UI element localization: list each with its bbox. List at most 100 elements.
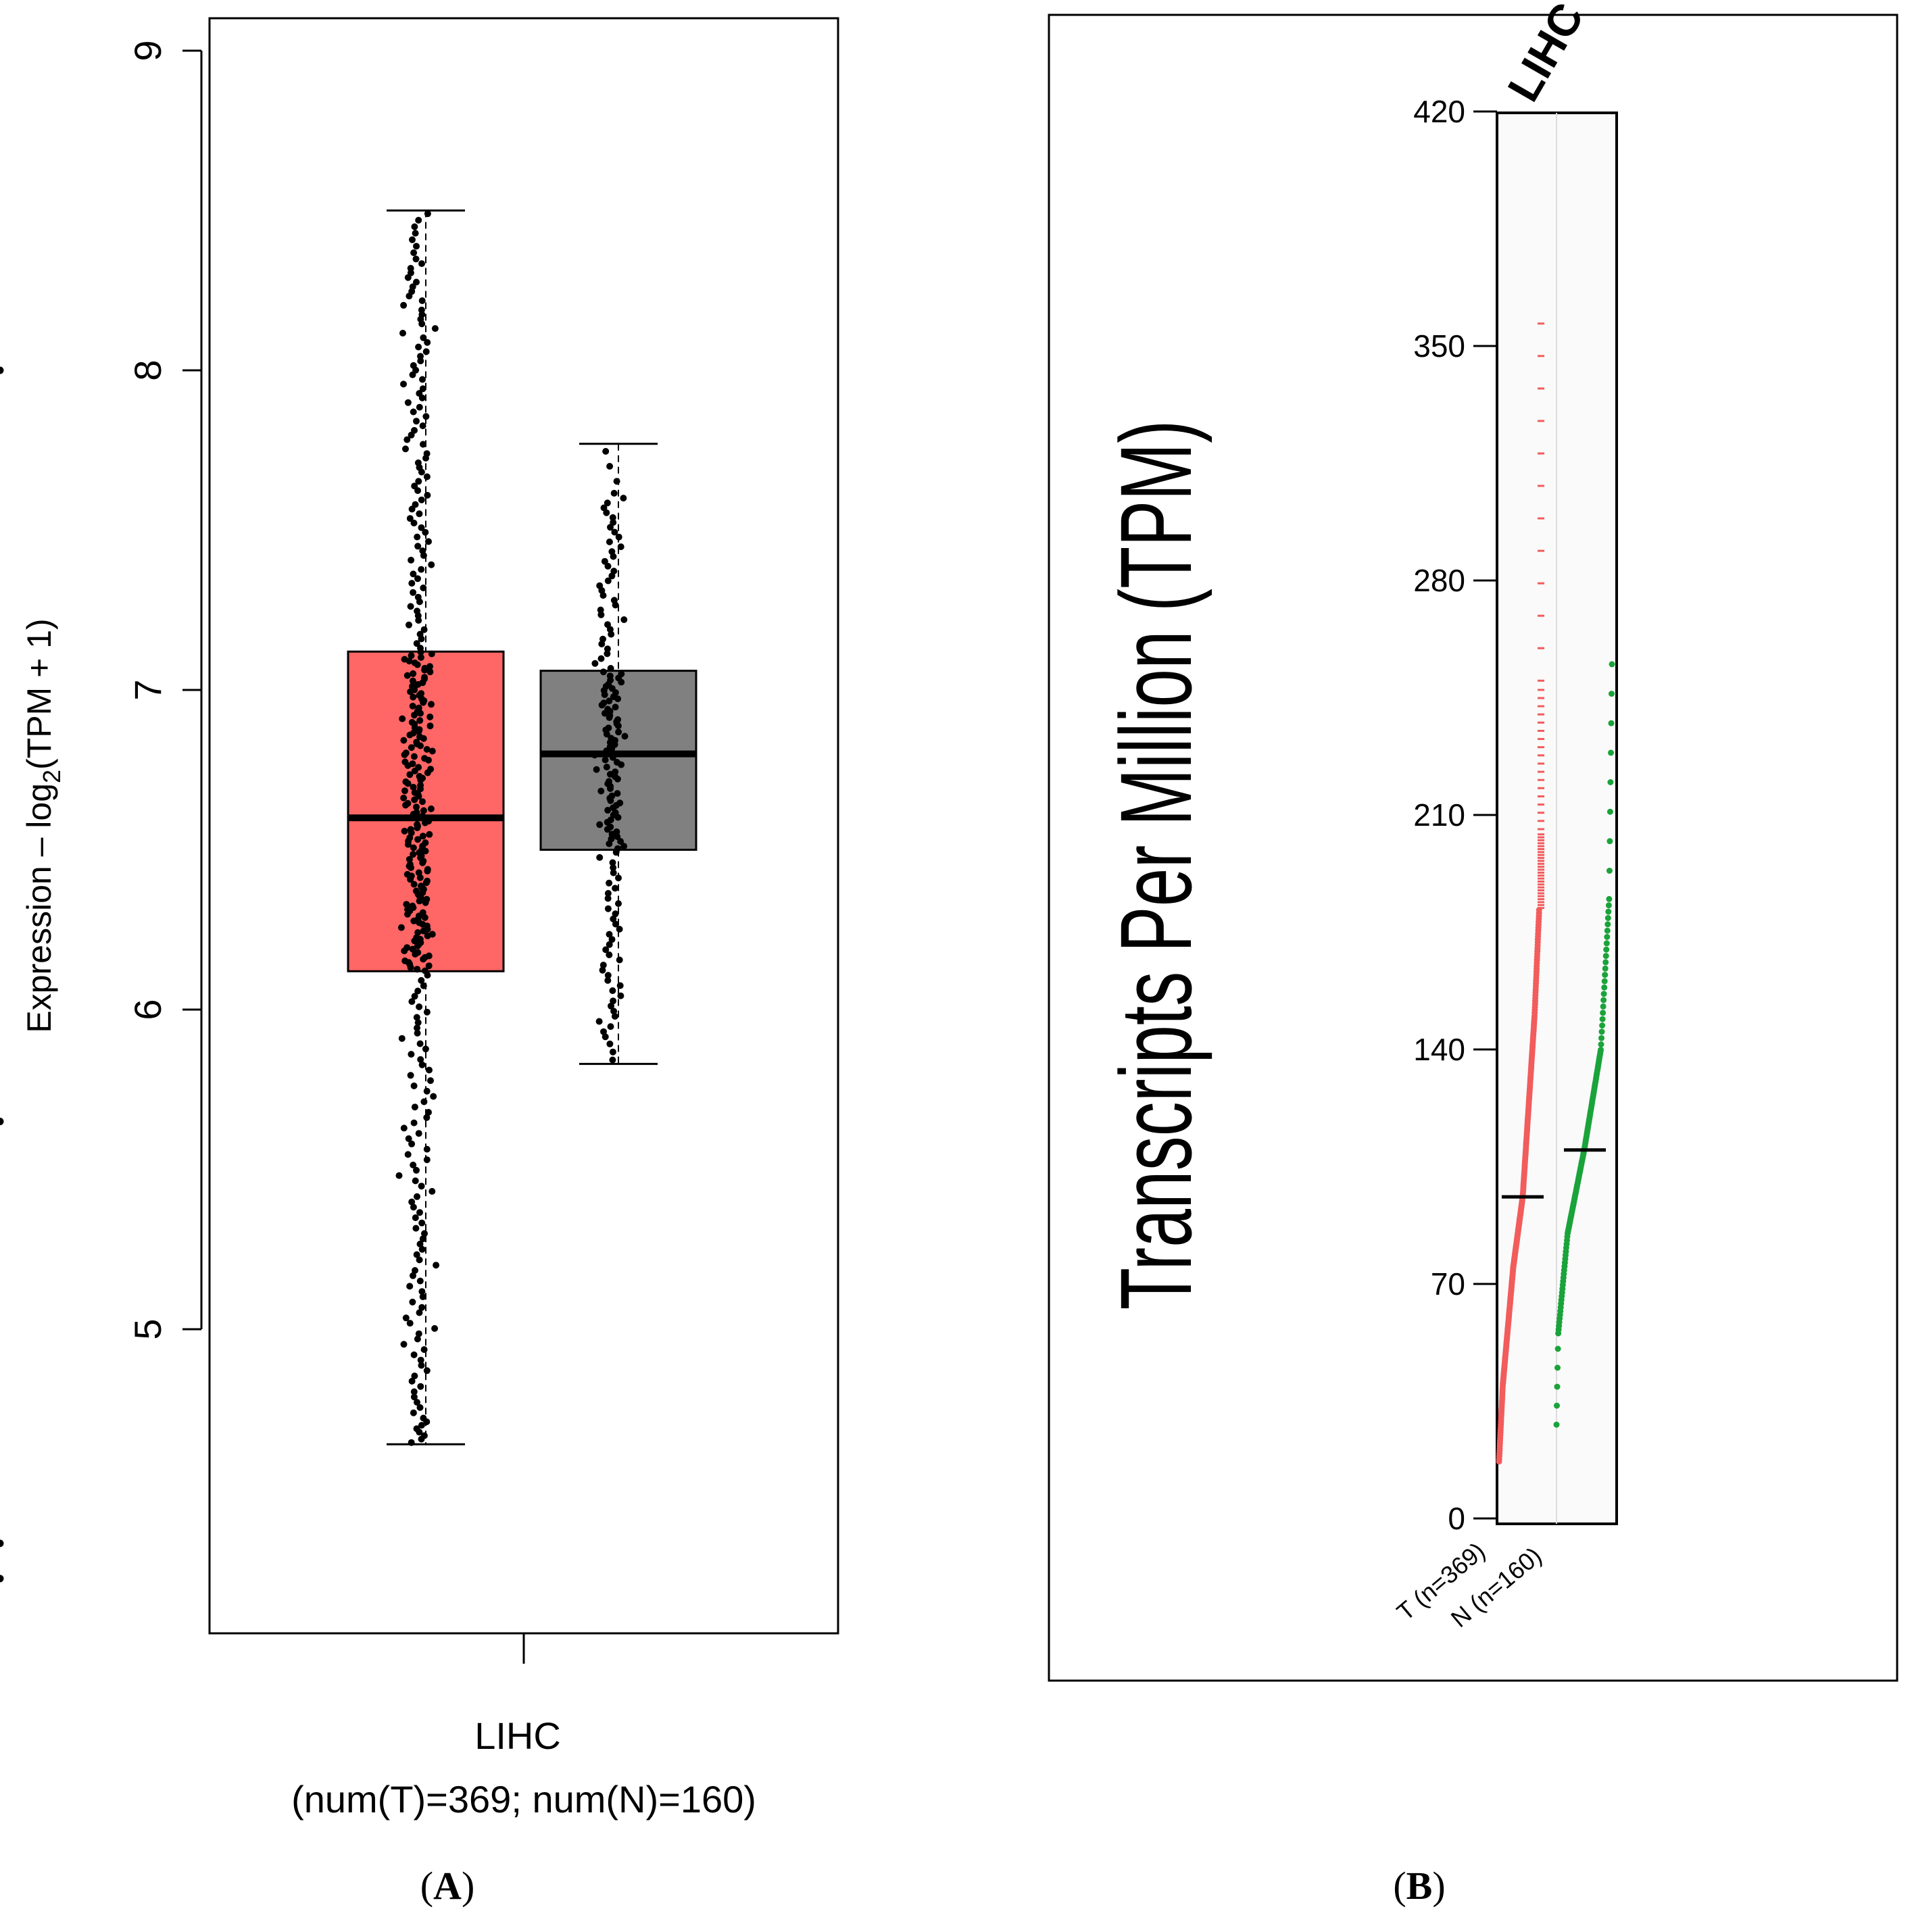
data-point	[602, 756, 609, 764]
data-point	[608, 1002, 614, 1010]
data-point	[413, 243, 420, 250]
data-point	[419, 798, 426, 806]
data-point	[1538, 886, 1544, 889]
panel-a-plot-frame	[208, 17, 839, 1635]
data-point	[418, 1219, 426, 1227]
data-point	[1607, 779, 1614, 785]
data-point	[616, 956, 623, 964]
data-point	[426, 663, 433, 670]
data-point	[426, 831, 433, 838]
panel-b-y-axis-label: Transcripts Per Million (TPM)	[1100, 420, 1213, 1310]
data-point	[409, 1298, 416, 1306]
data-point	[395, 1172, 403, 1179]
data-point	[605, 724, 612, 732]
data-point	[1604, 921, 1611, 928]
data-point	[1538, 746, 1544, 749]
outlier-point	[0, 1539, 4, 1547]
data-point	[1538, 907, 1544, 910]
data-point	[596, 821, 604, 828]
panel-b-y-tick-label: 0	[1448, 1501, 1465, 1536]
data-point	[420, 441, 426, 448]
data-point	[414, 929, 422, 936]
data-point	[1601, 984, 1608, 991]
data-point	[417, 353, 424, 360]
data-point	[411, 659, 418, 666]
data-point	[606, 1040, 614, 1047]
data-point	[612, 703, 619, 711]
data-point	[414, 821, 421, 828]
data-point	[412, 1214, 419, 1221]
data-point	[604, 645, 611, 653]
data-point	[414, 987, 422, 995]
data-point	[412, 1177, 419, 1185]
data-point	[407, 1072, 414, 1079]
data-point	[413, 1166, 420, 1174]
data-point	[1598, 1047, 1604, 1054]
data-point	[412, 1224, 420, 1232]
data-point	[1538, 874, 1544, 877]
data-point	[428, 561, 435, 568]
panel-a-x-subtitle: (num(T)=369; num(N)=160)	[291, 1778, 756, 1820]
data-point	[606, 879, 613, 887]
data-point	[400, 737, 408, 744]
data-point	[609, 753, 616, 761]
data-point	[607, 665, 614, 672]
panel-b-y-tick-label: 210	[1413, 797, 1465, 833]
data-point	[414, 1024, 420, 1032]
data-point	[610, 1008, 618, 1015]
data-point	[1598, 1035, 1604, 1041]
data-point	[423, 745, 431, 753]
series-t	[1496, 322, 1544, 1465]
data-point	[419, 547, 426, 555]
data-point	[611, 528, 618, 536]
panel-b-caption: (B)	[1393, 1864, 1445, 1908]
panel-a-boxes	[347, 209, 697, 1445]
data-point	[422, 528, 429, 536]
data-point	[416, 1241, 424, 1247]
data-point	[406, 621, 412, 628]
data-point	[418, 883, 424, 890]
data-point	[414, 1399, 420, 1406]
data-point	[406, 1283, 414, 1290]
data-point	[410, 249, 418, 256]
data-point	[604, 577, 612, 585]
data-point	[406, 1320, 414, 1327]
data-point	[423, 450, 431, 457]
data-point	[414, 593, 422, 601]
data-point	[610, 568, 618, 575]
data-point	[408, 556, 415, 564]
data-point	[1538, 420, 1544, 422]
data-point	[1538, 889, 1544, 891]
data-point	[1538, 868, 1544, 871]
data-point	[424, 877, 431, 885]
data-point	[416, 390, 423, 397]
data-point	[595, 1018, 603, 1025]
data-point	[615, 900, 622, 908]
data-point	[409, 677, 416, 685]
data-point	[400, 1124, 408, 1132]
data-point	[410, 408, 417, 416]
data-point	[401, 655, 408, 663]
data-point	[410, 1082, 418, 1089]
data-point	[411, 1104, 418, 1111]
data-point	[1538, 871, 1544, 874]
data-point	[1554, 1364, 1561, 1371]
data-point	[416, 717, 424, 724]
data-point	[427, 1077, 434, 1085]
data-point	[410, 670, 417, 677]
data-point	[418, 690, 425, 697]
data-point	[1607, 808, 1613, 815]
data-point	[616, 799, 624, 807]
data-point	[420, 1432, 428, 1439]
data-point	[609, 987, 616, 994]
data-point	[428, 931, 436, 938]
data-point	[615, 874, 622, 882]
data-point	[599, 668, 607, 676]
data-point	[408, 580, 416, 587]
data-point	[597, 655, 605, 662]
data-point	[604, 562, 612, 570]
data-point	[414, 1029, 421, 1037]
data-point	[421, 664, 428, 672]
data-point	[1538, 877, 1544, 880]
